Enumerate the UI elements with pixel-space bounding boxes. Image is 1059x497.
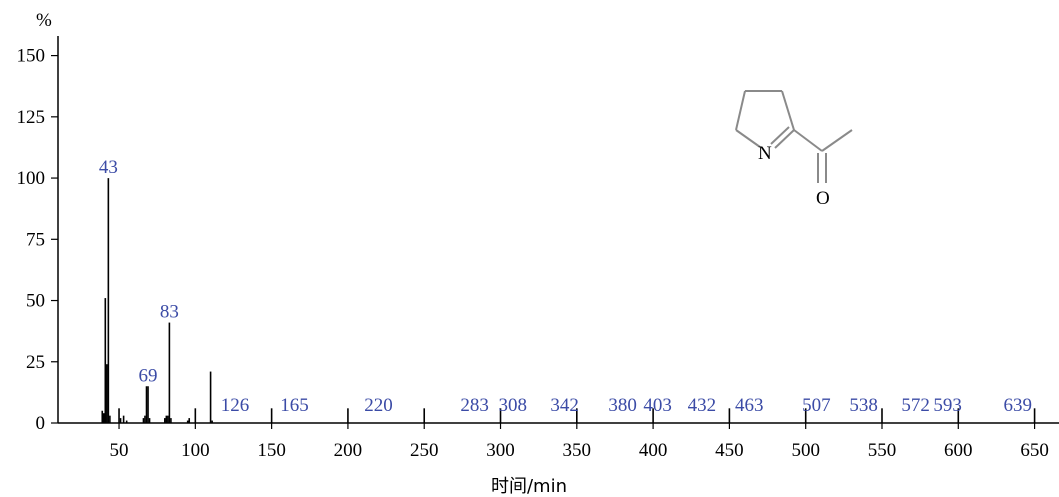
molecule-structure (735, 90, 853, 183)
y-axis: 0 25 50 75 100 125 150 (17, 36, 59, 434)
x-tick-label: 100 (181, 440, 210, 461)
peak-label: 69 (139, 365, 158, 386)
y-tick-label: 150 (17, 46, 46, 67)
peak-label: 538 (849, 395, 878, 416)
y-unit-label: % (36, 10, 52, 31)
peak-label: 83 (160, 302, 179, 323)
x-axis-title: 时间/min (491, 476, 567, 497)
peak-label: 308 (498, 395, 527, 416)
y-tick-label: 25 (26, 352, 45, 373)
x-tick-label: 250 (410, 440, 439, 461)
x-tick-label: 600 (944, 440, 973, 461)
y-tick-label: 125 (17, 107, 46, 128)
peak-label: 342 (550, 395, 579, 416)
x-tick-label: 400 (639, 440, 668, 461)
oxygen-atom-label: O (816, 188, 830, 209)
ring-double-bond (774, 129, 795, 149)
peak-label: 432 (688, 395, 717, 416)
peak-label: 43 (99, 157, 118, 178)
peak-label: 572 (901, 395, 930, 416)
peak-label: 380 (608, 395, 637, 416)
y-tick-label: 75 (26, 229, 45, 250)
x-tick-label: 650 (1020, 440, 1049, 461)
x-tick-label: 50 (110, 440, 129, 461)
x-axis: 50 100 150 200 250 300 350 400 450 500 550 600 650 (58, 422, 1059, 461)
peak-label: 283 (460, 395, 489, 416)
x-tick-label: 150 (257, 440, 286, 461)
peak-label: 165 (280, 395, 309, 416)
peak-label: 507 (802, 395, 831, 416)
side-bond (793, 129, 823, 152)
x-tick-label: 450 (715, 440, 744, 461)
ring-bond (781, 90, 795, 131)
y-tick-label: 50 (26, 291, 45, 312)
y-tick-label: 0 (36, 413, 46, 434)
x-tick-label: 500 (791, 440, 820, 461)
x-tick-label: 350 (563, 440, 592, 461)
peak-labels: 43 83 69 126 165 220 283 308 342 380 403 432 463 507 5… (99, 157, 1032, 416)
peak-label: 220 (364, 395, 393, 416)
x-tick-label: 550 (868, 440, 897, 461)
x-tick-label: 200 (334, 440, 363, 461)
peak-label: 463 (735, 395, 764, 416)
y-tick-label: 100 (17, 168, 46, 189)
peak-label: 403 (643, 395, 672, 416)
peak-label: 639 (1004, 395, 1033, 416)
methyl-bond (821, 129, 853, 152)
spectrum-peaks (101, 178, 1036, 423)
peak-label: 126 (221, 395, 250, 416)
ring-bond (735, 90, 746, 131)
ring-double-bond (770, 126, 790, 145)
ring-bond (735, 129, 761, 148)
peak-label: 593 (933, 395, 962, 416)
x-tick-label: 300 (486, 440, 515, 461)
nitrogen-atom-label: N (758, 143, 772, 164)
